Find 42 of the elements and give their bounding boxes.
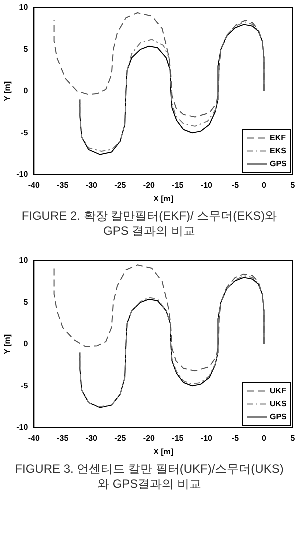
legend-label: GPS [270,160,288,169]
x-tick-label: 0 [262,434,268,443]
x-tick-label: -30 [86,180,98,190]
y-tick-label: -5 [21,128,29,138]
x-tick-label: -10 [200,434,214,443]
y-tick-label: 10 [19,3,29,12]
x-tick-label: -15 [172,180,184,190]
x-tick-label: 5 [290,180,296,190]
y-tick-label: 5 [24,44,29,54]
legend-label: GPS [270,412,288,422]
x-tick-label: 5 [290,434,296,443]
x-tick-label: -20 [143,180,156,190]
legend-label: EKF [270,134,286,143]
x-tick-label: -40 [28,434,40,443]
legend-label: UKS [270,400,288,409]
x-tick-label: -15 [172,434,184,443]
y-tick-label: -10 [16,170,29,180]
y-tick-label: -10 [16,423,29,432]
y-tick-label: -5 [21,381,29,390]
x-tick-label: -30 [86,434,98,443]
x-tick-label: -40 [28,180,40,190]
x-tick-label: 0 [262,180,268,190]
y-tick-label: 0 [24,86,29,96]
legend-label: UKF [270,386,287,396]
x-tick-label: -35 [57,434,70,443]
y-axis-title: Y [m] [3,81,12,102]
y-tick-label: 10 [19,256,29,266]
legend-label: EKS [270,146,288,156]
x-tick-label: -20 [143,434,156,443]
x-tick-label: -10 [200,180,214,190]
y-tick-label: 0 [24,340,29,349]
x-tick-label: -25 [114,434,127,443]
x-tick-label: -35 [57,180,70,190]
x-axis-title: X [m] [154,447,174,456]
x-tick-label: -5 [232,434,240,443]
text: FIGURE 2. 확장 칼만필터(EKF)/ 스무더(EKS)와 GPS 결과의 비교 [20,208,278,239]
x-tick-label: -5 [232,180,240,190]
y-tick-label: 5 [24,298,29,307]
x-tick-label: -25 [114,180,127,190]
text: FIGURE 3. 언센티드 칼만 필터(UKF)/스무더(UKS)와 GPS결과의 비교 [14,461,285,492]
y-axis-title: Y [m] [3,334,12,354]
x-axis-title: X [m] [154,194,174,204]
